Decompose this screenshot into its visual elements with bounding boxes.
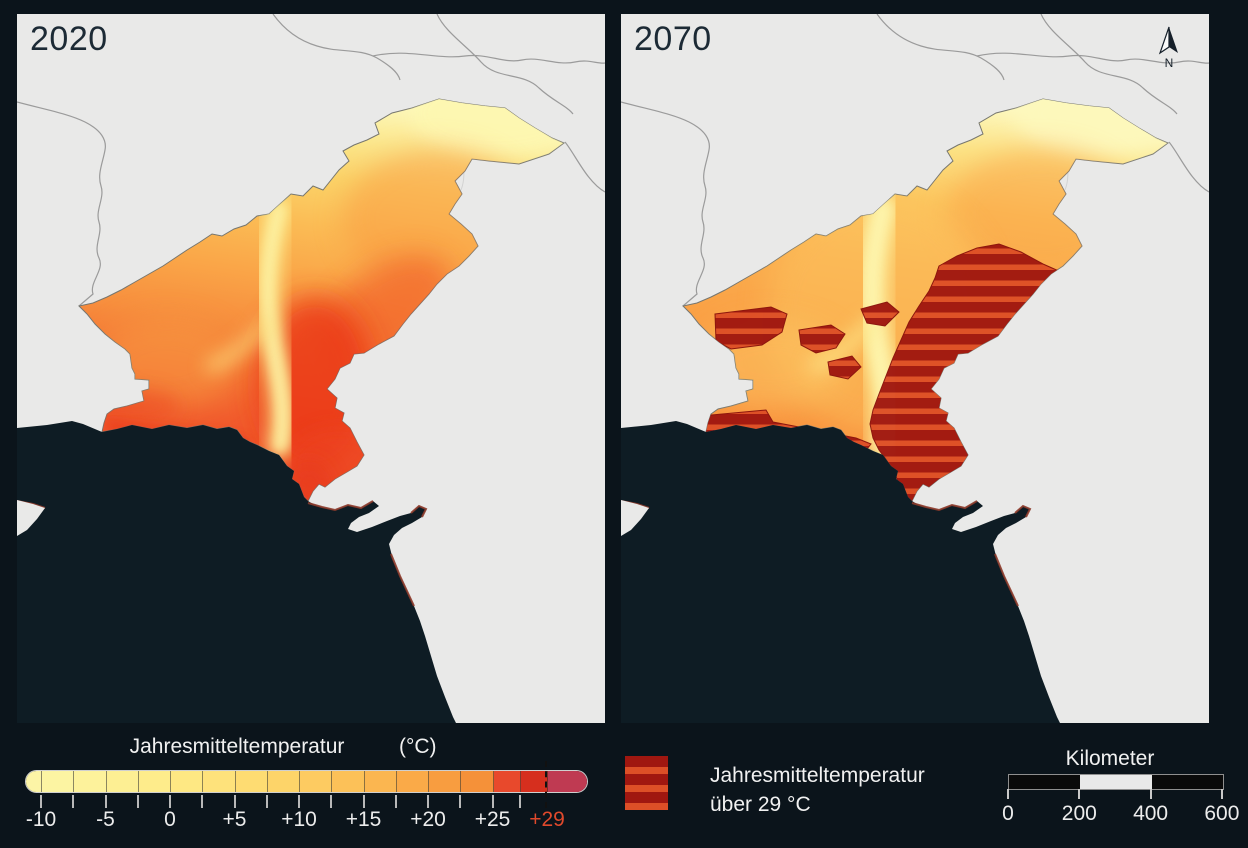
country-borders (621, 14, 1209, 307)
scale-bar-segment (1151, 775, 1223, 789)
north-arrow-icon: N (1158, 26, 1178, 70)
temperature-map-2070: N (621, 14, 1209, 723)
colorbar-cell (26, 771, 42, 792)
colorbar-tick-label: +10 (281, 808, 317, 831)
colorbar-tick (427, 795, 429, 808)
map-panel-2020: 2020 (17, 14, 605, 723)
colorbar-tick (201, 795, 204, 808)
colorbar-cell (429, 771, 462, 792)
oman-peninsula (621, 500, 649, 536)
colorbar-cell (171, 771, 204, 792)
colorbar-tick (298, 795, 300, 808)
over-29c-caption-line2: über 29 °C (710, 793, 811, 816)
colorbar-tick (265, 795, 268, 808)
colorbar-tick (330, 795, 333, 808)
scale-bar-segment (1080, 775, 1152, 789)
colorbar-tick (72, 795, 75, 808)
scale-bar (1008, 774, 1224, 790)
colorbar-tick (394, 795, 397, 808)
arabian-sea (621, 421, 1060, 723)
year-label-2070: 2070 (634, 20, 712, 58)
colorbar-cell (106, 771, 139, 792)
threshold-dashed-line (545, 761, 547, 808)
colorbar-tick-label: +5 (222, 808, 247, 831)
colorbar-tick (40, 795, 42, 808)
coast-fringe (621, 500, 1032, 607)
colorbar-threshold-label: +29 (529, 808, 565, 831)
colorbar-cell (138, 771, 171, 792)
arabian-sea (17, 421, 456, 723)
country-borders (17, 14, 605, 307)
scale-bar-segment (1009, 775, 1081, 789)
colorbar-tick-label: +15 (345, 808, 382, 831)
colorbar-cell (267, 771, 300, 792)
colorbar-tick-label: 0 (164, 808, 176, 831)
colorbar-cell (74, 771, 107, 792)
north-arrow-label: N (1165, 56, 1174, 70)
colorbar-tick-label: -5 (96, 808, 115, 831)
colorbar-tick (104, 795, 107, 808)
colorbar-tick (519, 795, 521, 808)
colorbar-tick-label: +25 (474, 808, 511, 831)
colorbar-tick (136, 795, 139, 808)
over-29c-hatch-swatch (625, 756, 668, 815)
scale-bar-tick-label: 200 (1061, 802, 1097, 825)
colorbar-cell (42, 771, 75, 792)
colorbar-cell (521, 771, 548, 792)
colorbar-tick (233, 795, 236, 808)
scale-bar-tick-label: 0 (1002, 802, 1014, 825)
scale-bar-title: Kilometer (1065, 747, 1155, 770)
temperature-legend-title: Jahresmitteltemperatur (129, 735, 345, 758)
scale-bar-tick (1220, 789, 1223, 799)
colorbar-cell (235, 771, 268, 792)
colorbar-cell (332, 771, 365, 792)
colorbar-tick-label: +20 (410, 808, 446, 831)
scale-bar-tick-label: 600 (1204, 802, 1240, 825)
colorbar-cell (396, 771, 429, 792)
colorbar-tick (459, 795, 462, 808)
colorbar-cell (548, 771, 587, 792)
scale-bar-tick (1078, 789, 1081, 799)
scale-bar-tick-label: 400 (1133, 802, 1169, 825)
scale-bar-tick (1149, 789, 1152, 799)
temperature-map-2020 (17, 14, 605, 723)
oman-peninsula (17, 500, 45, 536)
map-panel-2070: N 2070 (621, 14, 1209, 723)
year-label-2020: 2020 (30, 20, 108, 58)
colorbar-cell (300, 771, 333, 792)
colorbar-cell (461, 771, 494, 792)
scale-bar-tick (1007, 789, 1009, 799)
temperature-colorbar (25, 770, 588, 793)
temperature-legend-unit: (°C) (399, 735, 437, 758)
colorbar-cell (493, 771, 521, 792)
colorbar-tick (491, 795, 494, 808)
colorbar-tick (169, 795, 171, 808)
over-29c-caption-line1: Jahresmitteltemperatur (710, 764, 925, 787)
colorbar-tick-label: -10 (25, 808, 57, 831)
colorbar-tick (362, 795, 365, 808)
over-29c-caption: Jahresmitteltemperatur über 29 °C (710, 761, 925, 819)
hatch-swatch-rect (625, 756, 668, 810)
colorbar-cell (203, 771, 236, 792)
colorbar-cell (364, 771, 397, 792)
